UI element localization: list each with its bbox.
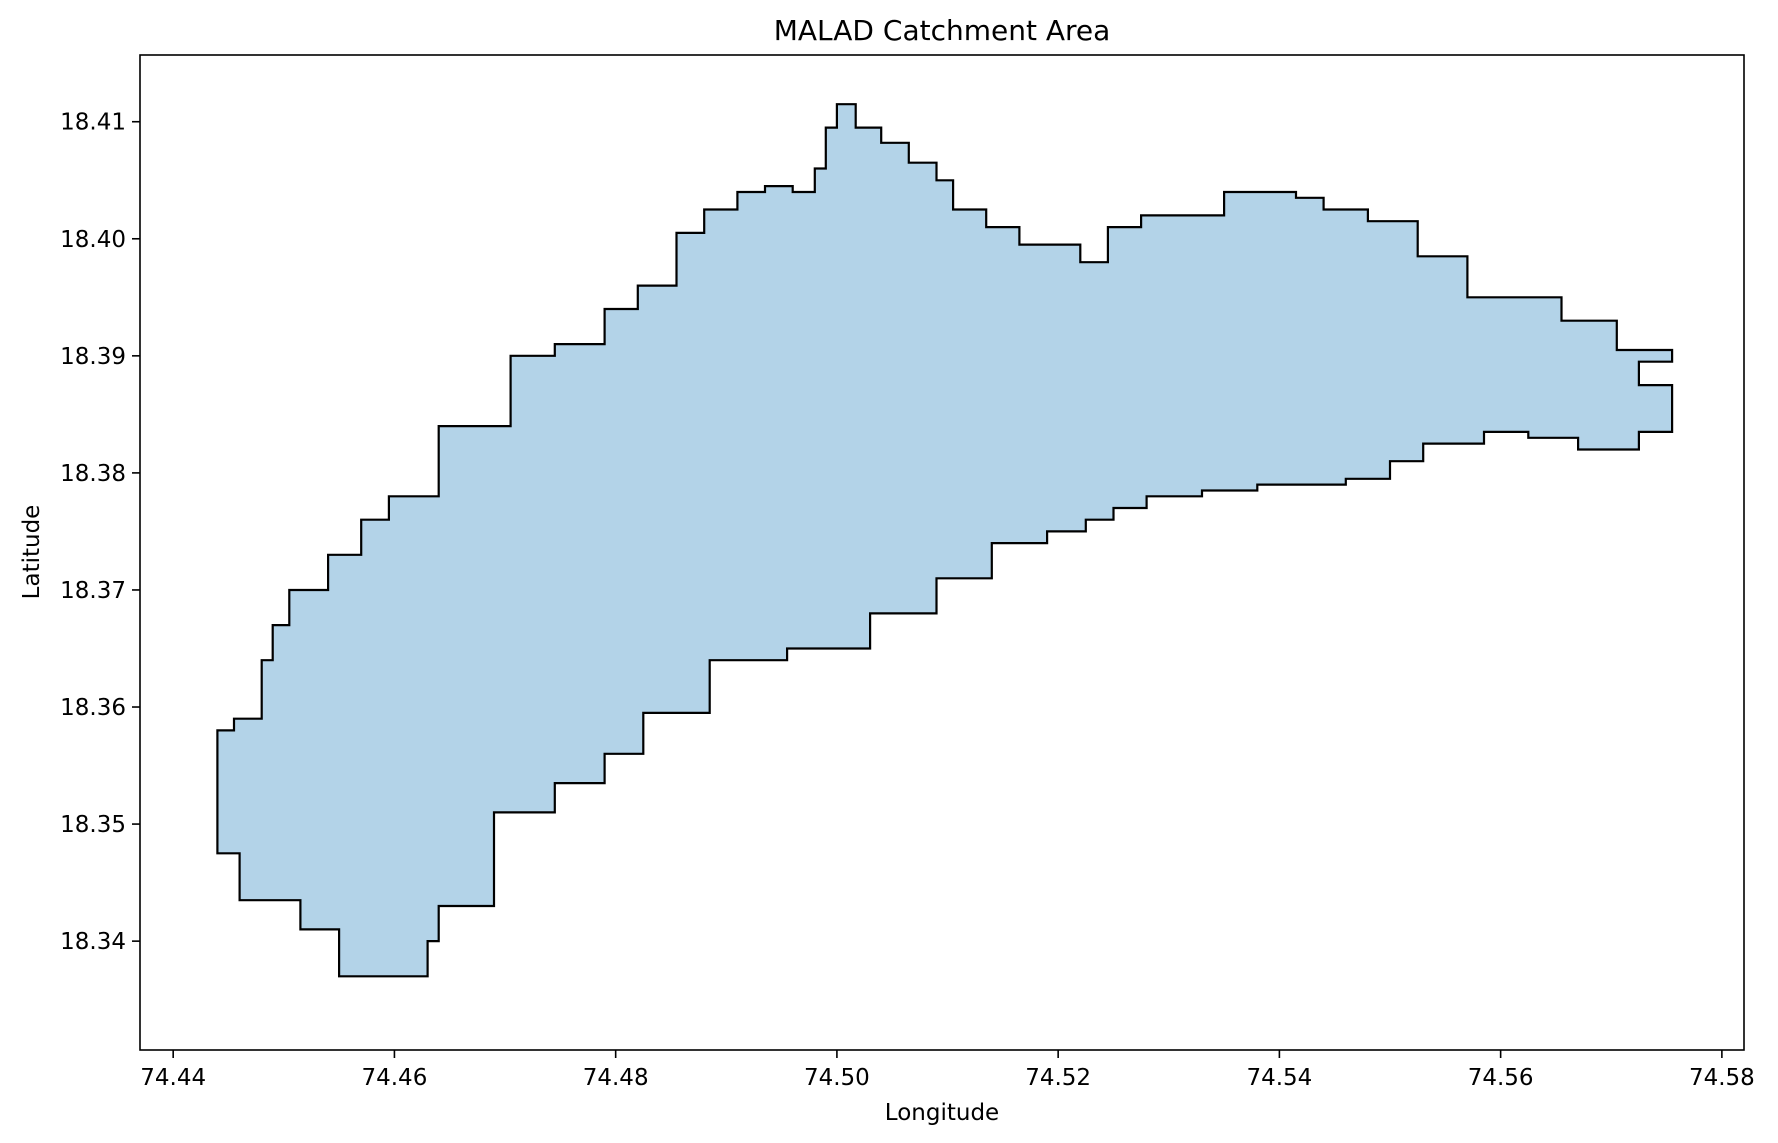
chart-title: MALAD Catchment Area — [774, 14, 1111, 47]
x-tick-label: 74.48 — [583, 1065, 649, 1091]
x-tick-label: 74.56 — [1468, 1065, 1534, 1091]
catchment-layer — [216, 103, 1674, 978]
y-tick-label: 18.35 — [60, 812, 126, 838]
y-tick-label: 18.36 — [60, 695, 126, 721]
y-tick-label: 18.41 — [60, 110, 126, 136]
x-tick-label: 74.58 — [1689, 1065, 1755, 1091]
x-axis-ticks: 74.44 74.46 74.48 74.50 74.52 74.54 74.56 74.58 — [140, 1050, 1755, 1091]
plot-area-frame — [139, 54, 1745, 1051]
y-tick-label: 18.37 — [60, 578, 126, 604]
y-tick-label: 18.34 — [60, 929, 126, 955]
y-tick-label: 18.40 — [60, 227, 126, 253]
catchment-area-polygon — [216, 103, 1674, 978]
y-axis-label: Latitude — [19, 505, 45, 600]
x-tick-label: 74.52 — [1025, 1065, 1091, 1091]
y-tick-label: 18.38 — [60, 461, 126, 487]
x-tick-label: 74.46 — [361, 1065, 427, 1091]
x-tick-label: 74.44 — [140, 1065, 206, 1091]
y-axis-ticks: 18.34 18.35 18.36 18.37 18.38 18.39 18.40 18.41 — [60, 110, 140, 955]
y-tick-label: 18.39 — [60, 344, 126, 370]
x-axis-label: Longitude — [885, 1100, 999, 1126]
x-tick-label: 74.54 — [1246, 1065, 1312, 1091]
x-tick-label: 74.50 — [804, 1065, 870, 1091]
